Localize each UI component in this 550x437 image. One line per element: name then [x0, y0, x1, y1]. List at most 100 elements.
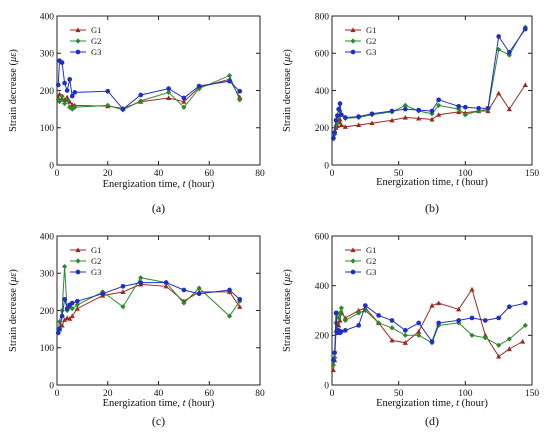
series-G3	[330, 26, 528, 141]
data-point	[456, 106, 462, 112]
data-point	[338, 305, 344, 311]
x-axis-label: Energization time, t (hour)	[103, 398, 215, 409]
y-tick-label: 100	[40, 124, 55, 134]
data-point	[226, 313, 233, 319]
y-axis-label: Strain decrease (με)	[8, 49, 19, 132]
legend-marker	[75, 49, 81, 55]
data-point	[74, 298, 80, 304]
data-point	[62, 263, 68, 270]
data-point	[181, 300, 187, 306]
data-point	[429, 302, 435, 308]
series-G3	[55, 280, 243, 336]
data-point	[55, 82, 61, 88]
data-point	[520, 338, 526, 344]
data-point	[196, 83, 202, 89]
data-point	[59, 307, 65, 314]
series-line	[57, 59, 241, 110]
x-tick-label: 20	[103, 169, 113, 179]
data-point	[336, 315, 342, 321]
legend-label: G2	[366, 256, 376, 266]
data-point	[237, 304, 243, 309]
data-point	[105, 102, 111, 108]
data-point	[462, 104, 468, 110]
series-G3	[330, 300, 528, 363]
data-point	[67, 316, 73, 321]
data-point	[496, 90, 502, 96]
data-point	[181, 104, 187, 110]
data-point	[62, 296, 67, 302]
series-line	[57, 74, 241, 111]
y-tick-label: 200	[40, 87, 55, 97]
data-point	[69, 300, 75, 306]
data-point	[64, 88, 70, 93]
legend-marker	[75, 38, 81, 44]
series-G1	[55, 281, 243, 334]
data-point	[64, 306, 70, 311]
data-point	[336, 106, 342, 112]
data-point	[237, 97, 243, 103]
x-tick-label: 150	[525, 389, 540, 399]
data-point	[333, 310, 339, 316]
plot-frame	[56, 235, 261, 386]
data-point	[456, 318, 462, 323]
data-point	[496, 34, 502, 39]
panel-label: (a)	[152, 201, 165, 215]
data-point	[436, 300, 442, 306]
plot-frame	[331, 235, 533, 386]
y-tick-label: 0	[324, 161, 329, 171]
data-point	[100, 291, 106, 297]
data-point	[356, 122, 362, 128]
data-point	[389, 117, 395, 123]
data-point	[522, 82, 528, 87]
data-point	[138, 275, 144, 281]
data-point	[476, 105, 482, 111]
data-point	[55, 330, 61, 336]
legend-marker	[75, 247, 81, 253]
data-point	[389, 337, 395, 343]
data-point	[237, 88, 243, 94]
chart-panel-4: 0 50 100 150 0 200 400 600 Energization time, t …	[282, 232, 539, 428]
data-point	[166, 95, 172, 101]
y-axis-label: Strain decrease (με)	[282, 269, 293, 352]
data-point	[138, 98, 144, 104]
data-point	[64, 97, 70, 103]
x-axis-label: Energization time, t (hour)	[103, 179, 215, 190]
x-tick-label: 0	[55, 389, 60, 399]
legend-label: G3	[366, 47, 376, 57]
data-point	[332, 130, 338, 135]
data-point	[482, 318, 488, 323]
data-point	[237, 94, 243, 100]
y-tick-label: 0	[49, 381, 54, 391]
data-point	[416, 115, 422, 121]
data-point	[64, 94, 70, 100]
data-point	[138, 280, 144, 285]
data-point	[120, 283, 126, 289]
data-point	[105, 88, 111, 94]
data-point	[120, 106, 126, 112]
data-point	[456, 306, 462, 312]
panel-label: (b)	[425, 201, 439, 215]
x-tick-label: 80	[255, 389, 265, 399]
x-tick-label: 0	[330, 389, 335, 399]
data-point	[57, 326, 62, 332]
x-tick-label: 60	[205, 389, 215, 399]
data-point	[369, 120, 375, 126]
data-point	[166, 86, 171, 91]
y-axis-label: Strain decrease (με)	[8, 269, 19, 352]
data-point	[522, 300, 528, 306]
data-point	[337, 116, 343, 122]
data-point	[67, 104, 73, 110]
series-line	[57, 282, 241, 334]
legend-marker	[350, 258, 356, 264]
legend-label: G2	[91, 256, 101, 266]
data-point	[163, 283, 169, 289]
y-tick-label: 0	[49, 161, 54, 171]
data-point	[429, 339, 435, 344]
x-tick-label: 60	[205, 169, 215, 179]
x-axis-label: Energization time, t (hour)	[376, 398, 488, 409]
data-point	[482, 335, 488, 341]
data-point	[74, 302, 80, 308]
x-tick-label: 20	[103, 389, 113, 399]
